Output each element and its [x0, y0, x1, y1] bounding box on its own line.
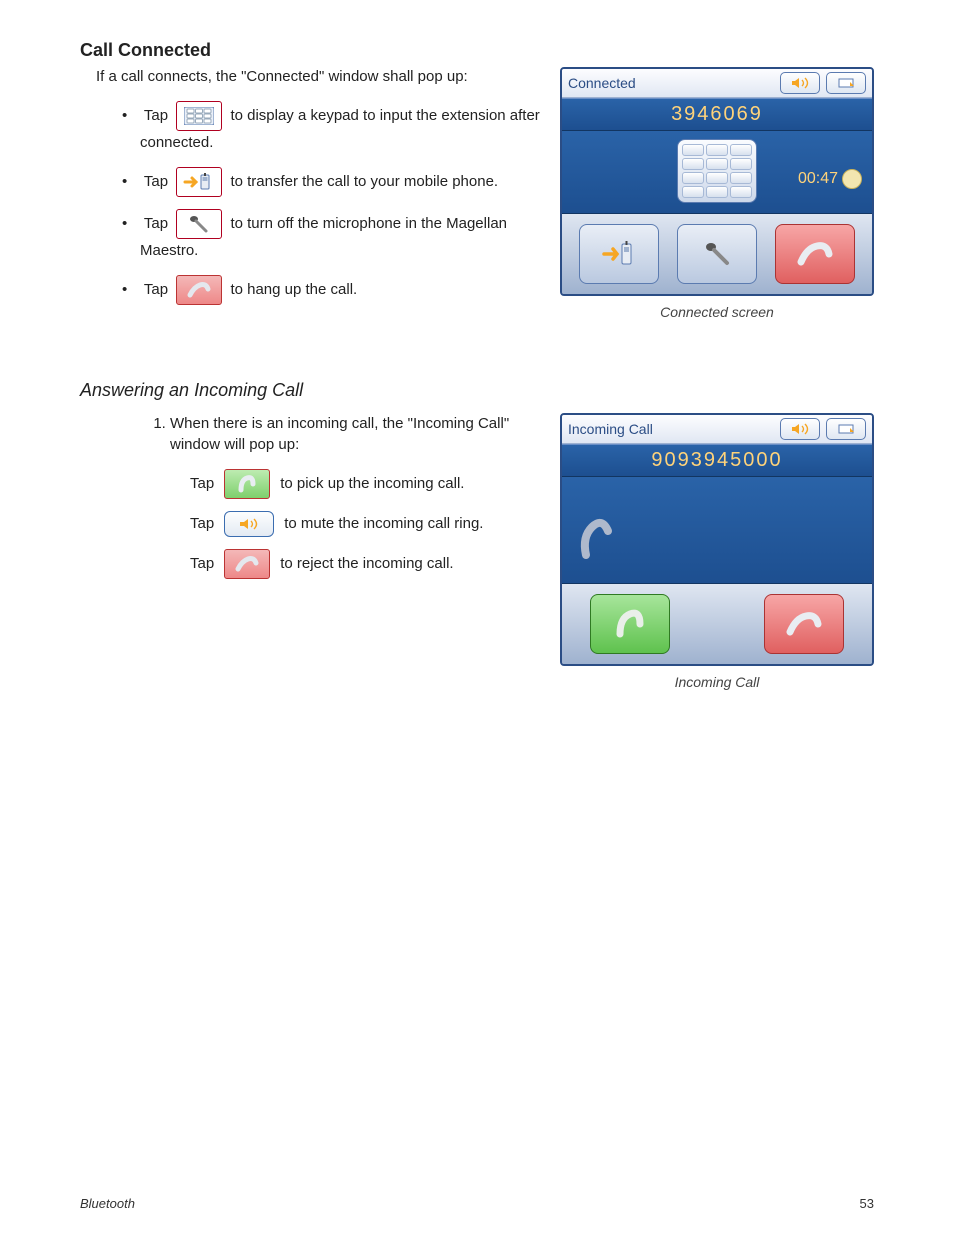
bullet-keypad: Tap to display a keypad to input the ext… — [140, 101, 540, 155]
map-icon[interactable] — [826, 72, 866, 94]
txt: Tap — [190, 553, 214, 576]
txt: Tap — [144, 173, 168, 190]
footer-left: Bluetooth — [80, 1196, 135, 1211]
timer-text: 00:47 — [798, 170, 838, 188]
hangup-icon — [176, 275, 222, 305]
reject-button[interactable] — [764, 594, 844, 654]
txt: to hang up the call. — [230, 281, 357, 298]
device2-title: Incoming Call — [568, 421, 653, 437]
section1-intro: If a call connects, the "Connected" wind… — [96, 67, 506, 87]
txt: to transfer the call to your mobile phon… — [230, 173, 498, 190]
device-number: 3946069 — [562, 98, 872, 131]
keypad-button[interactable] — [677, 139, 757, 203]
section2-steps: When there is an incoming call, the "Inc… — [80, 413, 540, 455]
line-pickup: Tap to pick up the incoming call. — [190, 469, 540, 499]
call-timer: 00:47 — [798, 169, 862, 189]
device-mid: 00:47 — [562, 131, 872, 214]
txt: Tap — [190, 513, 214, 536]
phone-off-hook-icon — [576, 517, 620, 561]
transfer-button[interactable] — [579, 224, 659, 284]
txt: to pick up the incoming call. — [280, 473, 464, 496]
map-icon[interactable] — [826, 418, 866, 440]
bullet-hangup: Tap to hang up the call. — [140, 275, 540, 305]
line-mute: Tap to mute the incoming call ring. — [190, 511, 540, 537]
pickup-button[interactable] — [590, 594, 670, 654]
txt: Tap — [144, 107, 168, 124]
device-header: Connected — [562, 69, 872, 98]
bullet-mic: Tap to turn off the microphone in the Ma… — [140, 209, 540, 263]
incoming-device: Incoming Call 9093945000 — [560, 413, 874, 666]
mute-icon — [224, 511, 274, 537]
step-1: When there is an incoming call, the "Inc… — [170, 413, 540, 455]
hangup-button[interactable] — [775, 224, 855, 284]
reject-icon — [224, 549, 270, 579]
device-title: Connected — [568, 75, 636, 91]
device2-number: 9093945000 — [562, 444, 872, 477]
section2-title: Answering an Incoming Call — [80, 380, 874, 401]
device2-mid — [562, 477, 872, 584]
txt: Tap — [190, 473, 214, 496]
transfer-icon — [176, 167, 222, 197]
device1-caption: Connected screen — [560, 304, 874, 320]
txt: Tap — [144, 281, 168, 298]
txt: to reject the incoming call. — [280, 553, 453, 576]
mic-button[interactable] — [677, 224, 757, 284]
mic-icon — [176, 209, 222, 239]
device2-buttons — [562, 584, 872, 664]
line-reject: Tap to reject the incoming call. — [190, 549, 540, 579]
section-title: Call Connected — [80, 40, 874, 61]
keypad-icon — [176, 101, 222, 131]
speaker-icon[interactable] — [780, 72, 820, 94]
speaker-icon[interactable] — [780, 418, 820, 440]
bullet-transfer: Tap to transfer the call to your mobile … — [140, 167, 540, 197]
clock-icon — [842, 169, 862, 189]
footer-page-number: 53 — [860, 1196, 874, 1211]
page-footer: Bluetooth 53 — [80, 1196, 874, 1211]
connected-device: Connected 3946069 — [560, 67, 874, 296]
device2-header: Incoming Call — [562, 415, 872, 444]
txt: to mute the incoming call ring. — [284, 513, 483, 536]
txt: Tap — [144, 215, 168, 232]
section1-bullets: Tap to display a keypad to input the ext… — [80, 101, 540, 305]
device-buttons — [562, 214, 872, 294]
pickup-icon — [224, 469, 270, 499]
device2-caption: Incoming Call — [560, 674, 874, 690]
